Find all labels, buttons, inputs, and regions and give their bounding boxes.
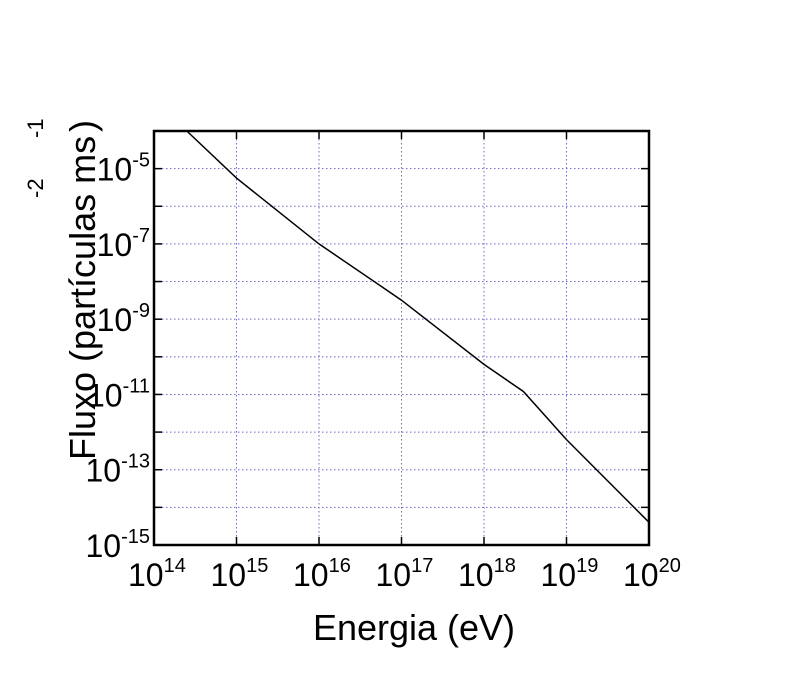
y-tick-exponent: -11	[123, 375, 150, 397]
x-tick-label: 1015	[211, 555, 269, 593]
y-tick-exponent: -5	[132, 150, 150, 172]
x-tick-exponent: 18	[494, 555, 516, 577]
y-tick-label: 10-11	[87, 375, 150, 413]
x-tick-exponent: 16	[329, 555, 351, 577]
y-axis-label-main: Fluxo (partículas ms	[62, 136, 103, 460]
series-line	[186, 130, 650, 523]
y-tick-base: 10	[97, 152, 133, 188]
y-axis-label-close: )	[62, 120, 103, 132]
x-tick-label: 1016	[293, 555, 351, 593]
y-tick-label: 10-7	[97, 225, 150, 263]
x-tick-label: 1019	[541, 555, 599, 593]
y-tick-exponent: -15	[121, 526, 150, 548]
x-tick-exponent: 15	[246, 555, 268, 577]
x-tick-label: 1020	[623, 555, 681, 593]
y-tick-label: 10-9	[97, 300, 150, 338]
x-tick-exponent: 20	[659, 555, 681, 577]
x-tick-exponent: 14	[164, 555, 186, 577]
x-tick-label: 1017	[376, 555, 434, 593]
y-tick-base: 10	[97, 302, 133, 338]
x-axis-label: Energia (eV)	[313, 607, 515, 648]
y-axis-label-sup-s: -1	[23, 118, 48, 138]
y-tick-base: 10	[86, 528, 122, 564]
minor-ticks	[153, 130, 650, 546]
x-tick-labels: 1014 1015 1016 1017 1018 1019 1020	[128, 555, 681, 593]
x-tick-label: 1018	[458, 555, 516, 593]
y-tick-label: 10-5	[97, 150, 150, 188]
grid	[154, 131, 649, 545]
y-tick-label: 10-15	[86, 526, 151, 564]
y-tick-base: 10	[97, 227, 133, 263]
x-tick-exponent: 17	[411, 555, 433, 577]
y-tick-exponent: -9	[132, 300, 150, 322]
plot-frame	[152, 129, 651, 547]
y-tick-exponent: -13	[121, 451, 150, 473]
y-tick-label: 10-13	[86, 451, 151, 489]
x-tick-label: 1014	[128, 555, 186, 593]
y-tick-base: 10	[87, 377, 123, 413]
y-axis-label: Fluxo (partículas ms -2 -1 )	[23, 118, 103, 460]
y-tick-base: 10	[86, 453, 122, 489]
x-tick-exponent: 19	[576, 555, 598, 577]
y-tick-exponent: -7	[132, 225, 150, 247]
y-axis-label-sup-m: -2	[23, 178, 48, 198]
